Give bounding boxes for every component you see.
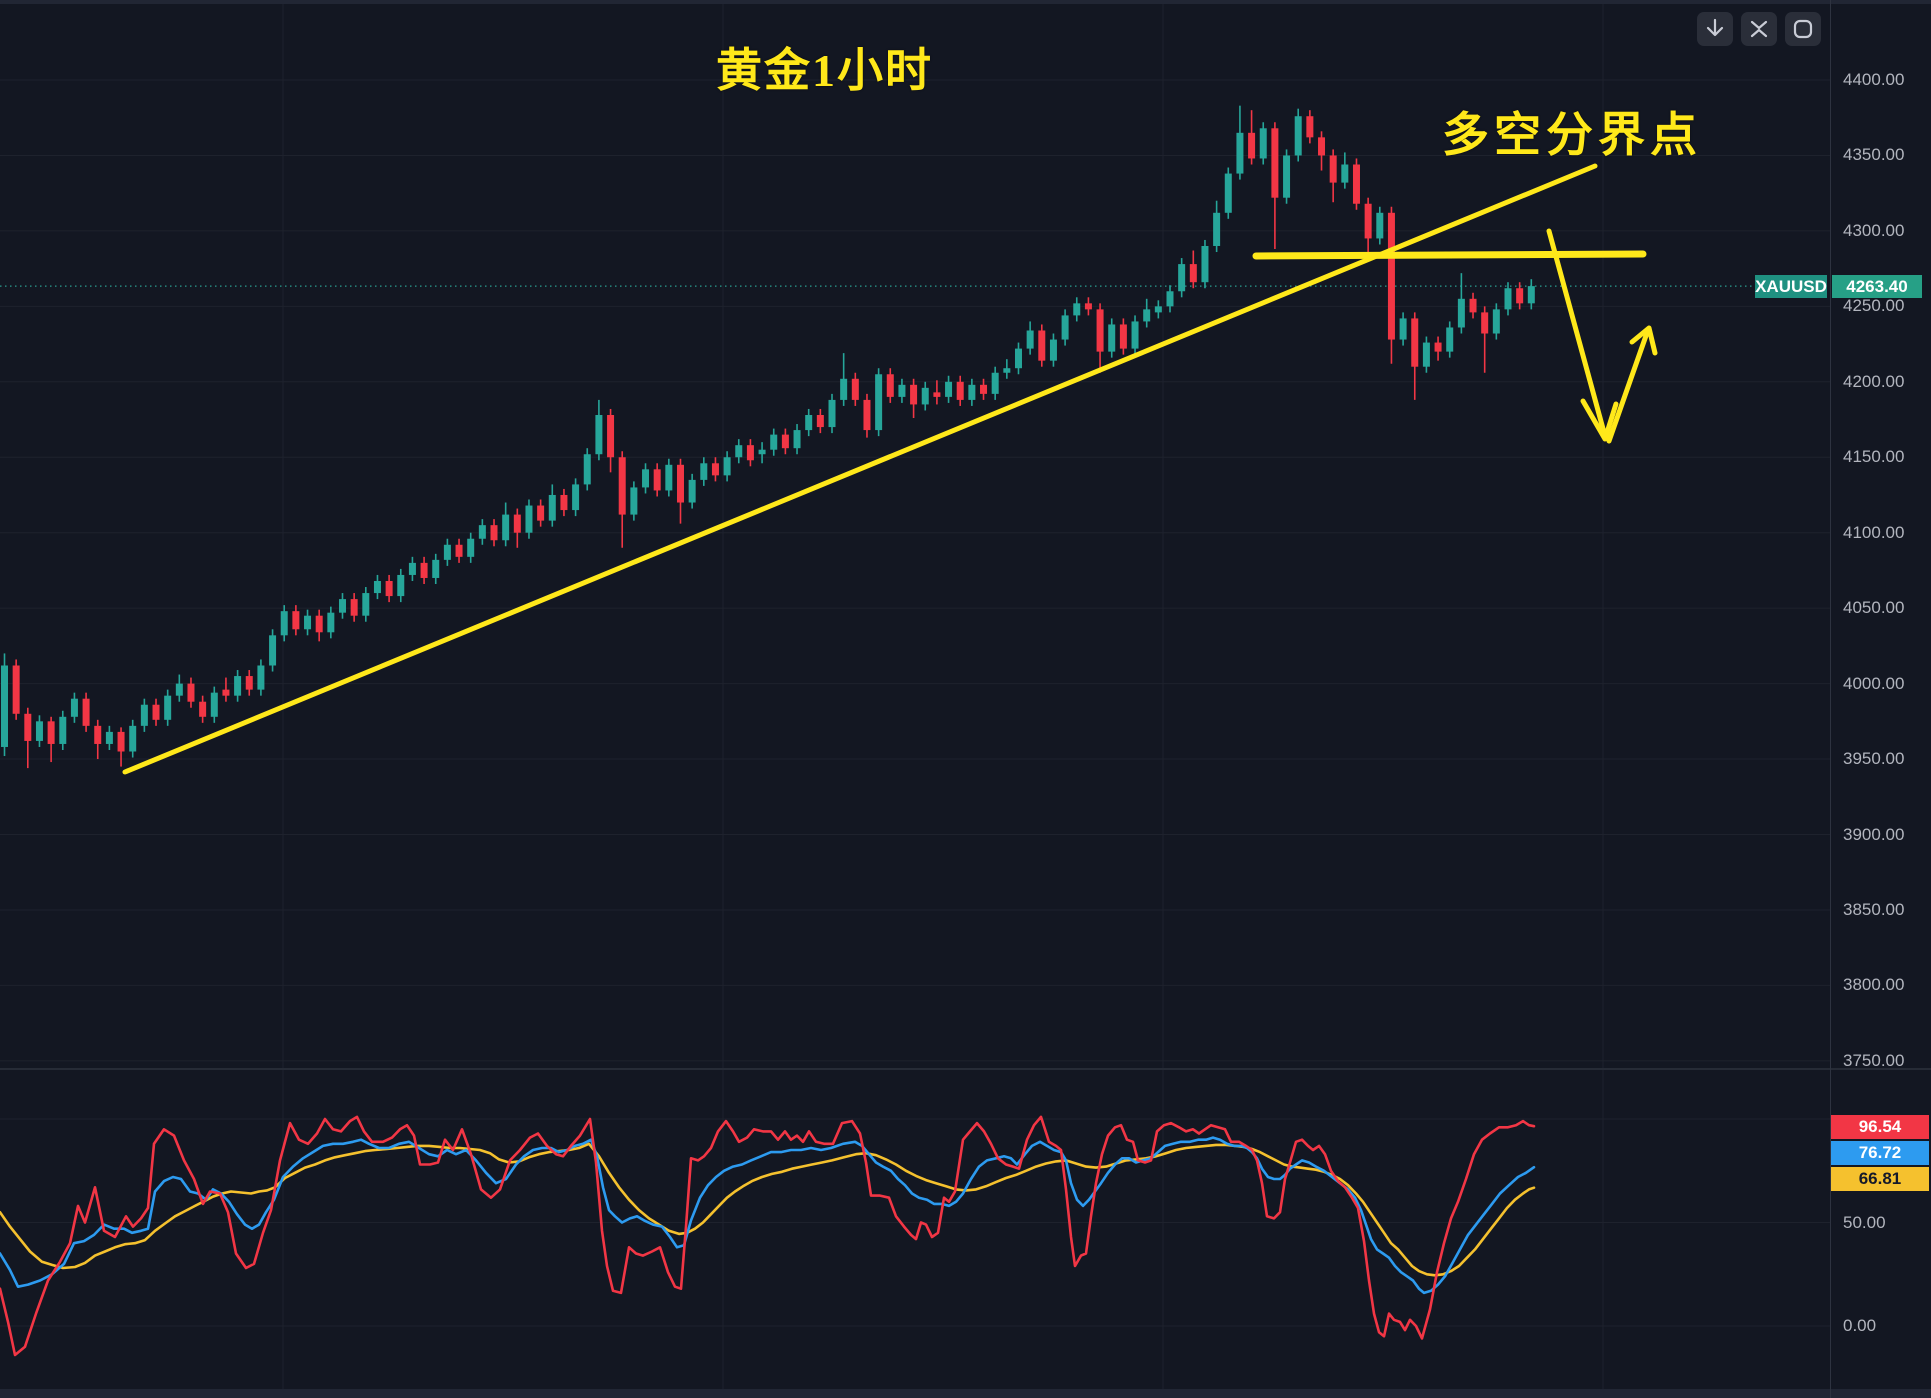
price-tick-label: 3850.00 xyxy=(1843,899,1905,919)
collapse-pane-button[interactable] xyxy=(1741,12,1777,46)
price-tick-label: 3800.00 xyxy=(1843,975,1905,995)
chart-title-annotation[interactable]: 黄金1小时 xyxy=(716,45,933,96)
price-axis-separator xyxy=(1830,0,1831,1398)
hand-drawn-annotations[interactable] xyxy=(122,163,1658,775)
collapse-panes-icon xyxy=(1750,20,1768,38)
scroll-to-recent-button[interactable] xyxy=(1697,12,1733,46)
price-tick-label: 4350.00 xyxy=(1843,145,1905,165)
oscillator-yellow-value: 66.81 xyxy=(1858,1169,1902,1188)
oscillator-value-badge-red: 96.54 xyxy=(1831,1115,1929,1139)
grid xyxy=(0,4,1830,1389)
trendline-drawing[interactable] xyxy=(122,163,1598,775)
arrow-down-drawing[interactable] xyxy=(1546,228,1608,439)
oscillator-red-value: 96.54 xyxy=(1858,1117,1902,1136)
arrow-down-icon xyxy=(1706,18,1724,37)
last-price-badge: 4263.40 xyxy=(1832,275,1922,298)
oscillator-tick-label: 50.00 xyxy=(1843,1212,1886,1232)
candlestick-series xyxy=(1,105,1535,769)
price-tick-label: 4100.00 xyxy=(1843,522,1905,542)
oscillator-d-line xyxy=(0,1142,1536,1277)
oscillator-value-badge-blue: 76.72 xyxy=(1831,1141,1929,1165)
window-top-edge xyxy=(0,0,1931,4)
price-tick-label: 3900.00 xyxy=(1843,824,1905,844)
oscillator-blue-value: 76.72 xyxy=(1858,1143,1902,1162)
price-tick-label: 4250.00 xyxy=(1843,296,1905,316)
price-tick-label: 4150.00 xyxy=(1843,447,1905,467)
maximize-pane-button[interactable] xyxy=(1785,12,1821,46)
pane-toolbar xyxy=(1697,12,1821,46)
last-price-text: 4263.40 xyxy=(1846,276,1908,296)
oscillator-tick-label: 0.00 xyxy=(1843,1316,1877,1335)
maximize-pane-icon xyxy=(1793,19,1813,39)
symbol-badge: XAUUSD xyxy=(1755,275,1827,298)
pane-divider[interactable] xyxy=(0,1068,1931,1070)
price-tick-label: 4200.00 xyxy=(1843,371,1905,391)
oscillator-j-line xyxy=(0,1115,1536,1357)
price-tick-label: 3750.00 xyxy=(1843,1050,1905,1070)
arrow-down-drawing-head[interactable] xyxy=(1580,398,1619,442)
price-tick-label: 4300.00 xyxy=(1843,220,1905,240)
oscillator-value-badge-yellow: 66.81 xyxy=(1831,1167,1929,1191)
price-tick-label: 4400.00 xyxy=(1843,70,1905,89)
window-bottom-edge xyxy=(0,1389,1931,1398)
oscillator-k-line xyxy=(0,1136,1536,1295)
arrow-up-drawing-head[interactable] xyxy=(1629,325,1658,356)
oscillator-lines xyxy=(0,1115,1536,1357)
price-tick-label: 4050.00 xyxy=(1843,598,1905,618)
price-tick-label: 3950.00 xyxy=(1843,749,1905,769)
long-short-divider-annotation[interactable]: 多空分界点 xyxy=(1442,110,1702,162)
price-tick-label: 4000.00 xyxy=(1843,673,1905,693)
arrow-up-drawing[interactable] xyxy=(1606,327,1651,444)
horizontal-level-drawing[interactable] xyxy=(1252,250,1647,260)
symbol-badge-text: XAUUSD xyxy=(1755,276,1827,296)
